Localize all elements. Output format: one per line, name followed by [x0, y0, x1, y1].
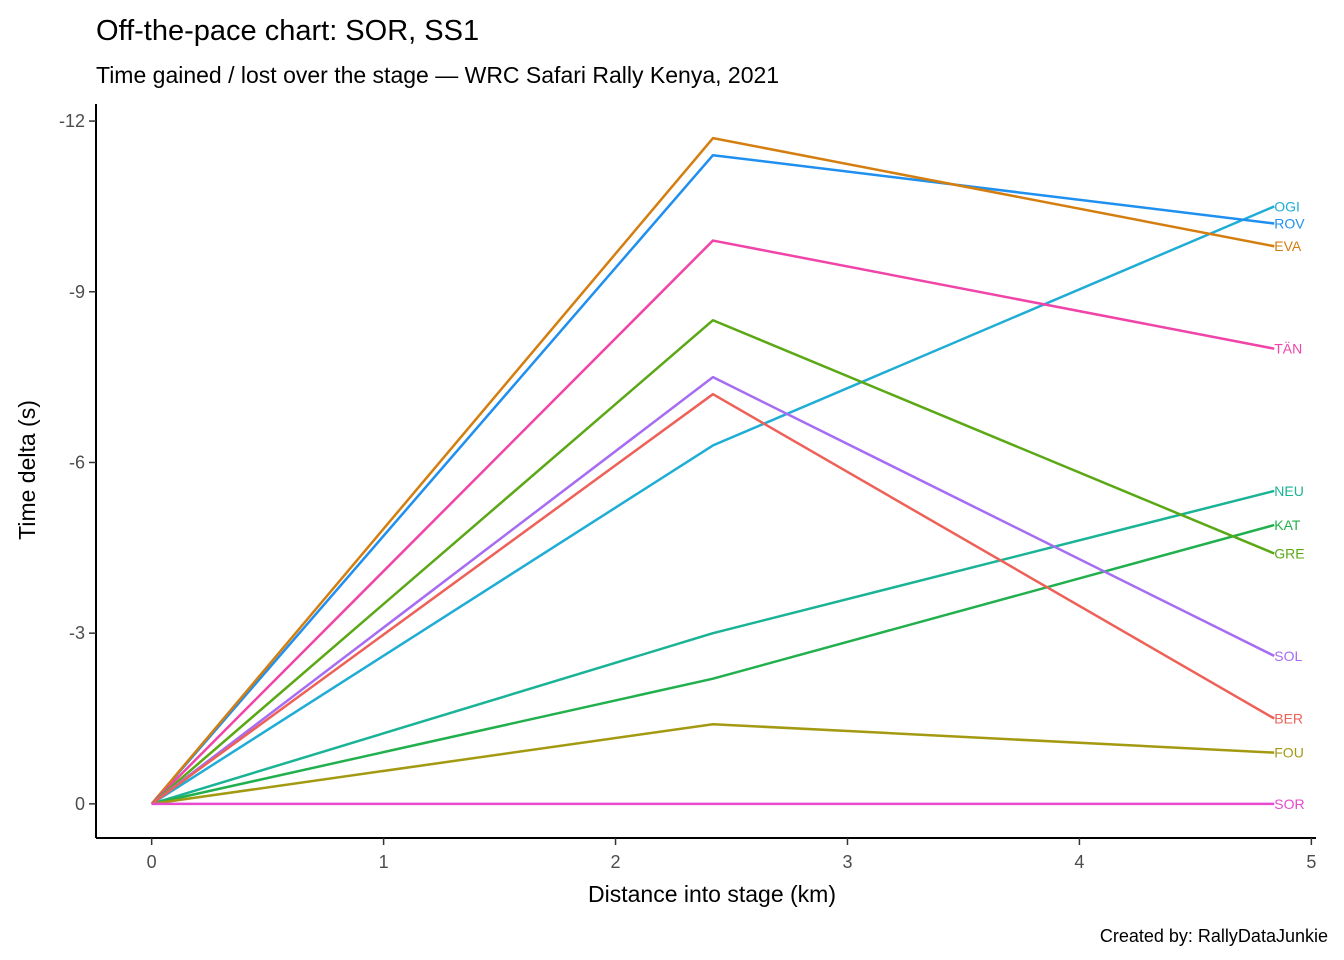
y-tick-label: -9 — [69, 282, 85, 302]
y-tick-label: 0 — [75, 794, 85, 814]
chart-caption: Created by: RallyDataJunkie — [1100, 926, 1328, 946]
x-tick-label: 2 — [611, 852, 621, 872]
series-line-rov — [150, 153, 1275, 805]
series-lines — [150, 136, 1275, 806]
series-end-label: GRE — [1274, 546, 1304, 562]
series-end-label: ROV — [1274, 215, 1305, 231]
x-axis-title: Distance into stage (km) — [588, 881, 836, 907]
series-end-label: TÄN — [1274, 341, 1302, 357]
chart-subtitle: Time gained / lost over the stage — WRC … — [96, 62, 779, 88]
series-end-label: EVA — [1274, 238, 1302, 254]
y-axis-title: Time delta (s) — [14, 400, 40, 540]
y-tick-label: -12 — [59, 111, 85, 131]
x-tick-label: 4 — [1074, 852, 1084, 872]
series-line-gre — [150, 318, 1275, 805]
series-end-label: SOR — [1274, 796, 1304, 812]
y-axis: -12 -9 -6 -3 0 — [59, 104, 97, 838]
series-line-sol — [150, 375, 1275, 805]
series-end-label: FOU — [1274, 745, 1304, 761]
x-axis: 0 1 2 3 4 5 — [96, 837, 1316, 872]
y-tick-label: -6 — [69, 452, 85, 472]
series-line-tän — [150, 239, 1275, 805]
series-end-label: KAT — [1274, 517, 1301, 533]
x-tick-label: 0 — [147, 852, 157, 872]
series-line-kat — [151, 523, 1275, 806]
series-line-fou — [151, 722, 1275, 806]
y-tick-label: -3 — [69, 623, 85, 643]
x-tick-label: 5 — [1306, 852, 1316, 872]
series-line-neu — [151, 489, 1275, 806]
series-end-label: NEU — [1274, 483, 1304, 499]
series-end-label: OGI — [1274, 198, 1300, 214]
series-end-label: SOL — [1274, 648, 1302, 664]
series-line-eva — [150, 136, 1275, 805]
x-tick-label: 3 — [842, 852, 852, 872]
series-line-ber — [150, 392, 1275, 805]
series-line-ogi — [150, 205, 1275, 805]
chart-title: Off-the-pace chart: SOR, SS1 — [96, 15, 479, 47]
x-tick-label: 1 — [379, 852, 389, 872]
series-end-label: BER — [1274, 711, 1303, 727]
